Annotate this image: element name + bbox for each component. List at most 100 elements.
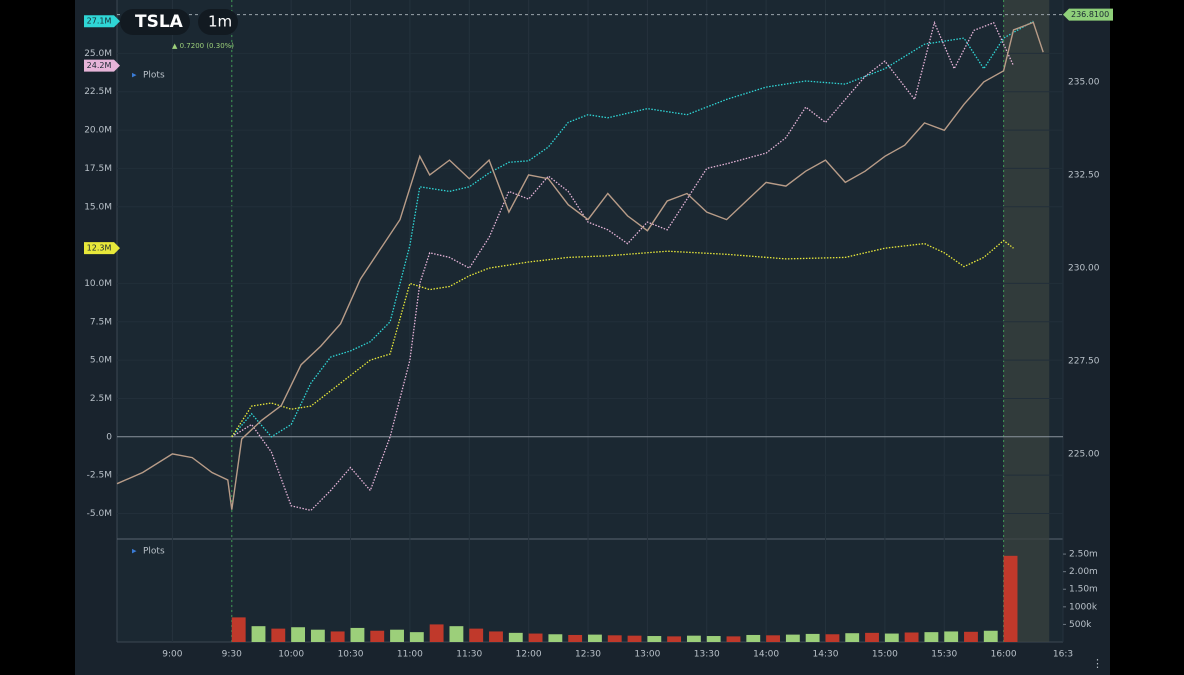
x-tick-label: 9:30	[222, 650, 242, 660]
y2-tick-label: 225.00	[1068, 449, 1100, 459]
volume-bar	[568, 634, 583, 642]
volume-bar	[647, 636, 662, 642]
indicator-line	[231, 20, 1034, 438]
plots-arrow[interactable]: ▸	[132, 71, 137, 81]
marks: 9:00 9:30 10:00 10:30 11:00 11:30 12:00 12:30 13…	[84, 0, 1113, 660]
y2-tick-label: 230.00	[1068, 263, 1100, 273]
plots-toggle[interactable]: Plots	[143, 71, 165, 81]
y-tick-label: -2.5M	[87, 471, 112, 481]
plots-toggle[interactable]: Plots	[143, 547, 165, 557]
volume-bar	[766, 635, 780, 642]
volume-tick-label: 2.50m	[1069, 550, 1098, 560]
value-badge	[84, 15, 120, 28]
volume-bar	[588, 634, 602, 642]
x-tick-label: 13:30	[694, 650, 720, 660]
volume-bar	[390, 629, 404, 642]
y-tick-label: 15.0M	[84, 202, 112, 212]
x-tick-label: 10:30	[338, 650, 364, 660]
plot-area	[117, 0, 1063, 642]
volume-bar	[350, 627, 365, 642]
menu-dots[interactable]: ⋮	[1092, 657, 1103, 670]
y2-tick-label: 232.50	[1068, 170, 1100, 180]
x-tick-label: 15:30	[931, 650, 957, 660]
volume-bar	[805, 633, 820, 642]
y-tick-label: 17.5M	[84, 164, 112, 174]
x-tick-label: 12:30	[575, 650, 601, 660]
y-tick-label: 7.5M	[90, 317, 112, 327]
volume-bar	[607, 635, 622, 642]
volume-bar	[528, 633, 543, 642]
volume-bar	[726, 636, 741, 642]
x-tick-label: 10:00	[278, 650, 304, 660]
price-change: ▲ 0.7200 (0.30%)	[172, 42, 234, 50]
y-tick-label: 20.0M	[84, 126, 112, 136]
value-badge-label: 27.1M	[87, 17, 112, 26]
value-badge	[84, 59, 120, 72]
x-tick-label: 14:00	[753, 650, 779, 660]
volume-bar	[508, 632, 523, 642]
price-line	[116, 21, 1044, 510]
x-tick-label: 9:00	[162, 650, 182, 660]
volume-bar	[310, 629, 325, 642]
plots-arrow[interactable]: ▸	[132, 547, 137, 557]
volume-bar	[924, 632, 939, 642]
x-tick-label: 11:00	[397, 650, 423, 660]
value-badge-label: 24.2M	[87, 61, 112, 70]
x-tick-label: 15:00	[872, 650, 898, 660]
after-hours-shade	[1003, 0, 1050, 642]
last-price-label: 236.8100	[1071, 10, 1109, 19]
symbol-pill	[120, 9, 190, 35]
last-price-badge	[1063, 8, 1113, 21]
volume-bar	[944, 631, 959, 642]
value-badge-label: 12.3M	[87, 244, 112, 253]
volume-bar	[785, 634, 800, 642]
volume-bar	[983, 630, 998, 642]
volume-bar	[370, 630, 385, 642]
y-tick-label: 22.5M	[84, 87, 112, 97]
x-tick-label: 16:00	[991, 650, 1017, 660]
volume-bar	[1003, 555, 1018, 642]
y-tick-label: 25.0M	[84, 49, 112, 59]
volume-bar	[330, 631, 345, 642]
volume-bar	[884, 633, 899, 642]
volume-bar	[746, 634, 761, 642]
volume-bar	[845, 633, 860, 642]
y2-tick-label: 227.50	[1068, 356, 1100, 366]
volume-bar	[291, 627, 306, 642]
volume-bar	[429, 624, 444, 642]
volume-bar	[667, 636, 682, 642]
volume-bar	[251, 626, 266, 642]
interval-pill	[198, 9, 238, 35]
x-tick-label: 14:30	[813, 650, 839, 660]
y-tick-label: 0	[106, 432, 112, 442]
symbol: TSLA	[135, 12, 184, 32]
y-tick-label: 10.0M	[84, 279, 112, 289]
y-tick-label: 5.0M	[90, 356, 112, 366]
volume-bar	[489, 631, 503, 642]
volume-tick-label: 500k	[1069, 620, 1092, 630]
interval[interactable]: 1m	[208, 13, 232, 31]
volume-bar	[548, 634, 563, 642]
x-tick-label: 12:00	[516, 650, 542, 660]
volume-tick-label: 1000k	[1069, 602, 1098, 612]
volume-bar	[469, 628, 484, 642]
volume-bar	[449, 626, 464, 642]
x-tick-label: 16:3	[1053, 650, 1073, 660]
volume-bar	[706, 636, 721, 642]
value-badge	[84, 242, 120, 255]
volume-bar	[904, 632, 919, 642]
y-tick-label: -5.0M	[87, 509, 112, 519]
x-tick-label: 13:00	[634, 650, 660, 660]
volume-bar	[865, 632, 879, 642]
volume-bar	[686, 635, 701, 642]
y2-tick-label: 235.00	[1068, 77, 1100, 87]
y-tick-label: 2.5M	[90, 394, 112, 404]
volume-bar	[231, 617, 246, 642]
x-tick-label: 11:30	[456, 650, 482, 660]
volume-tick-label: 2.00m	[1069, 567, 1098, 577]
volume-tick-label: 1.50m	[1069, 585, 1098, 595]
volume-bar	[627, 635, 642, 642]
volume-bar	[964, 631, 978, 642]
